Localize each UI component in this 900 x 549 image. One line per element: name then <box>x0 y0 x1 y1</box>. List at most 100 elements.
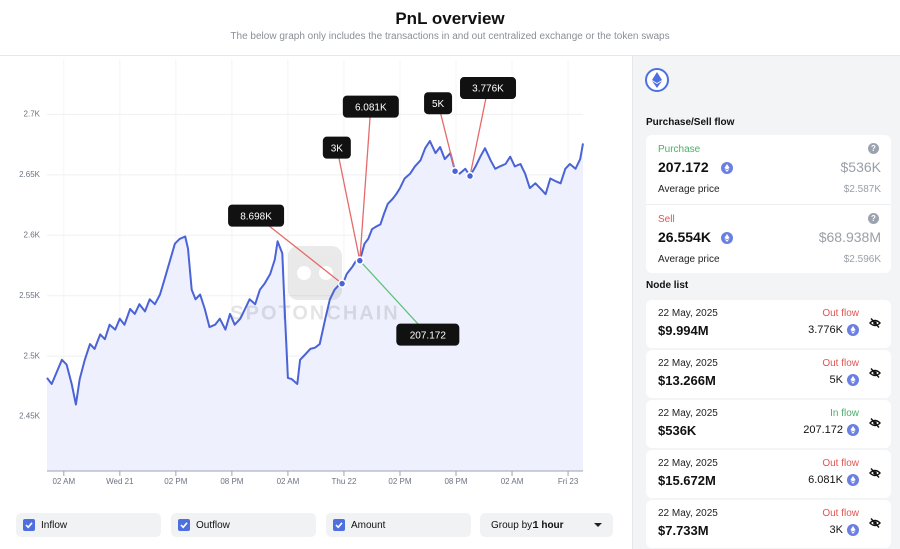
annotation-line <box>437 103 456 172</box>
chart: SPOTONCHAIN 2.45K 2.5K 2.55K 2.6K 2.65K 2.7K 0… <box>19 60 584 486</box>
eth-logo <box>645 68 669 92</box>
checkbox[interactable]: Amount <box>326 513 471 537</box>
node-usd: $13.266M <box>658 373 716 388</box>
node-card: 22 May, 2025 $7.733M Out flow 3K <box>646 500 891 548</box>
eth-icon <box>847 524 859 536</box>
x-tick-label: 02 PM <box>164 477 187 486</box>
hide-icon[interactable] <box>869 517 881 529</box>
avg-price: $2.596K <box>843 254 881 265</box>
annotation-point <box>337 279 347 288</box>
sell-amount: 26.554K <box>658 229 711 245</box>
purchase-label: Purchase <box>658 144 701 155</box>
help-icon: ? <box>868 143 879 154</box>
annotation-line <box>469 87 489 177</box>
x-tick-label: 02 AM <box>277 477 300 486</box>
node-amount: 3K <box>829 524 843 536</box>
eth-icon <box>847 474 859 486</box>
node-usd: $9.994M <box>658 323 709 338</box>
node-flow: Out flow <box>822 358 859 369</box>
separator <box>0 55 900 56</box>
annotation-label: 207.172 <box>410 330 447 341</box>
subtitle: The below graph only includes the transa… <box>230 31 670 42</box>
checkbox-label: Inflow <box>41 520 68 531</box>
eth-icon <box>720 232 733 244</box>
area <box>47 141 583 471</box>
hide-icon[interactable] <box>869 317 881 329</box>
x-tick-label: Wed 21 <box>106 477 134 486</box>
annotation-box <box>396 323 460 346</box>
price-line <box>46 140 584 406</box>
x-tick-label: 08 PM <box>220 477 243 486</box>
x-tick-label: 08 PM <box>444 477 467 486</box>
avg-label: Average price <box>658 254 720 265</box>
node-date: 22 May, 2025 <box>658 458 718 469</box>
checkbox-box <box>23 519 35 531</box>
node-card: 22 May, 2025 $15.672M Out flow 6.081K <box>646 450 891 498</box>
x-tick-label: 02 AM <box>52 477 75 486</box>
node-card: 22 May, 2025 $536K In flow 207.172 <box>646 400 891 448</box>
title: PnL overview <box>395 9 505 28</box>
y-tick-label: 2.6K <box>24 230 41 239</box>
watermark-icon <box>288 246 342 300</box>
flow-title: Purchase/Sell flow <box>646 117 735 128</box>
flow-card: Purchase? 207.172 $536K Average price $2.587… <box>646 135 891 273</box>
purchase-usd: $536K <box>840 159 881 175</box>
annotation-label: 6.081K <box>355 102 387 113</box>
y-tick-label: 2.45K <box>19 412 41 421</box>
checkbox[interactable]: Inflow <box>16 513 161 537</box>
node-usd: $536K <box>658 423 697 438</box>
y-tick-label: 2.65K <box>19 170 41 179</box>
node-amount: 207.172 <box>803 424 843 436</box>
node-card: 22 May, 2025 $9.994M Out flow 3.776K <box>646 300 891 348</box>
group-by-value: 1 hour <box>533 520 564 531</box>
x-tick-label: 02 AM <box>501 477 524 486</box>
node-flow: Out flow <box>822 308 859 319</box>
help-icon: ? <box>868 213 879 224</box>
node-flow: In flow <box>830 408 859 419</box>
annotation-box <box>342 95 399 118</box>
x-tick-label: 02 PM <box>388 477 411 486</box>
annotation-label: 8.698K <box>240 211 272 222</box>
annotation-line <box>359 106 372 261</box>
checkbox-box <box>178 519 190 531</box>
avg-price: $2.587K <box>843 184 881 195</box>
node-card: 22 May, 2025 $13.266M Out flow 5K <box>646 350 891 398</box>
annotation-box <box>460 77 517 100</box>
hide-icon[interactable] <box>869 417 881 429</box>
node-title: Node list <box>646 280 689 291</box>
node-date: 22 May, 2025 <box>658 358 718 369</box>
annotation-box <box>322 136 351 159</box>
annotation-box <box>424 92 453 115</box>
check <box>335 522 343 529</box>
y-tick-label: 2.7K <box>24 110 41 119</box>
checkbox[interactable]: Outflow <box>171 513 316 537</box>
node-date: 22 May, 2025 <box>658 408 718 419</box>
group-by-dropdown[interactable]: Group by: 1 hour <box>480 513 613 537</box>
node-usd: $15.672M <box>658 473 716 488</box>
sidebar: Purchase/Sell flow Purchase? 207.172 $536K… <box>632 56 900 549</box>
check <box>180 522 188 529</box>
sell-label: Sell <box>658 214 675 225</box>
hide-icon[interactable] <box>869 367 881 379</box>
eth-icon <box>847 374 859 386</box>
node-amount: 6.081K <box>808 474 843 486</box>
checkbox-label: Amount <box>351 520 386 531</box>
node-date: 22 May, 2025 <box>658 508 718 519</box>
annotation-label: 3.776K <box>472 84 504 95</box>
node-usd: $7.733M <box>658 523 709 538</box>
annotation-point <box>355 256 365 265</box>
annotation-point <box>465 171 475 181</box>
x-tick-label: Thu 22 <box>331 477 356 486</box>
y-tick-label: 2.55K <box>19 291 41 300</box>
avg-label: Average price <box>658 184 720 195</box>
node-flow: Out flow <box>822 508 859 519</box>
annotation-label: 3K <box>331 143 344 154</box>
hide-icon[interactable] <box>869 467 881 479</box>
node-date: 22 May, 2025 <box>658 308 718 319</box>
divider <box>646 204 891 205</box>
annotation-line <box>359 260 429 336</box>
dropdown-arrow <box>594 523 602 527</box>
watermark: SPOTONCHAIN <box>230 302 399 324</box>
node-amount: 3.776K <box>808 324 843 336</box>
sell-usd: $68.938M <box>818 229 881 245</box>
